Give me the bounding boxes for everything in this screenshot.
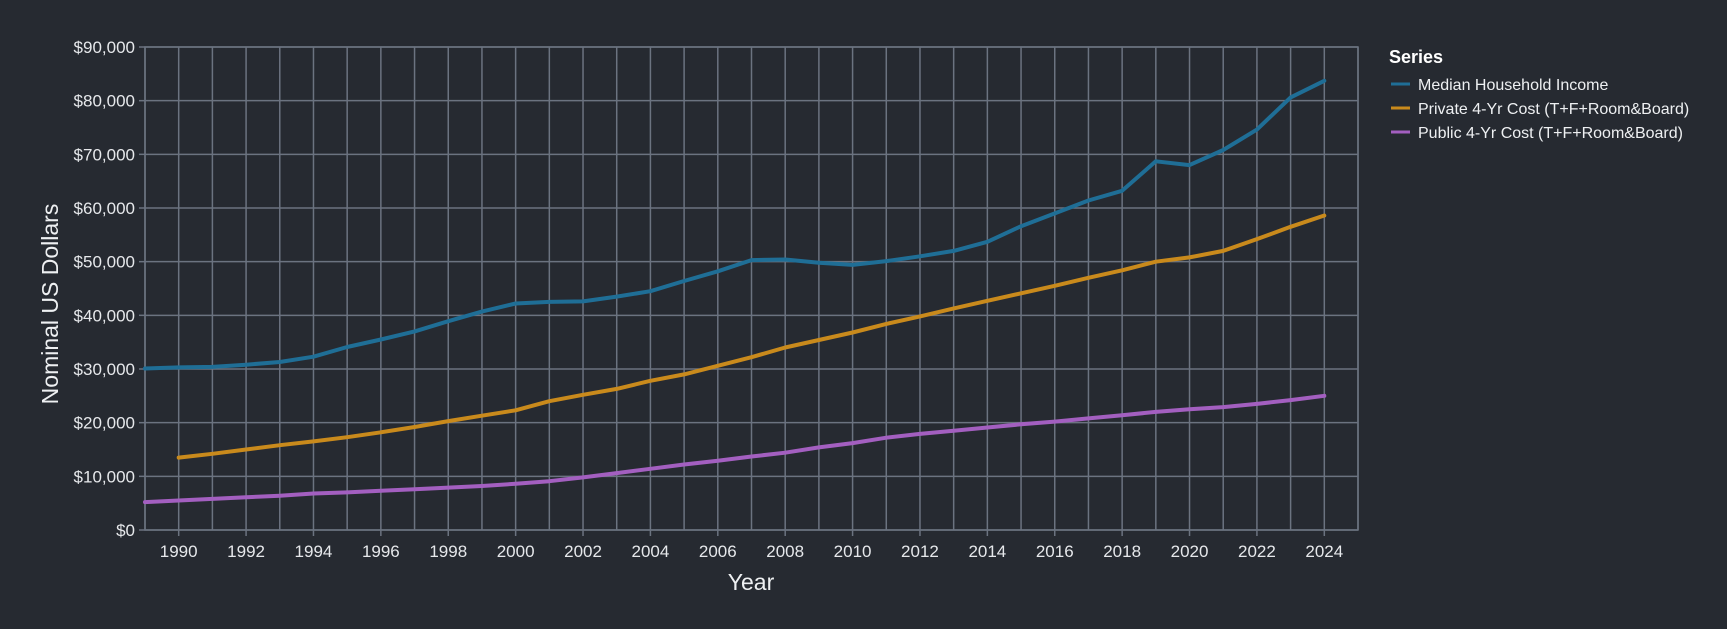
legend-label: Private 4-Yr Cost (T+F+Room&Board) — [1418, 101, 1689, 118]
y-tick-label: $20,000 — [74, 414, 135, 433]
x-tick-label: 2014 — [968, 542, 1006, 561]
series-line-1 — [176, 213, 1327, 460]
x-tick-label: 2024 — [1305, 542, 1343, 561]
x-tick-label: 2004 — [632, 542, 670, 561]
y-tick-label: $10,000 — [74, 467, 135, 486]
x-tick-label: 2006 — [699, 542, 737, 561]
x-tick-label: 2012 — [901, 542, 939, 561]
x-tick-label: 2008 — [766, 542, 804, 561]
x-axis-title: Year — [728, 569, 775, 595]
x-tick-label: 2020 — [1171, 542, 1209, 561]
x-tick-label: 1998 — [429, 542, 467, 561]
series-line-2 — [143, 393, 1327, 505]
series-line-0 — [143, 78, 1327, 371]
y-tick-label: $70,000 — [74, 145, 135, 164]
x-tick-label: 1994 — [295, 542, 333, 561]
series-lines — [143, 78, 1327, 505]
x-tick-label: 2022 — [1238, 542, 1276, 561]
x-tick-label: 2000 — [497, 542, 535, 561]
y-tick-label: $40,000 — [74, 306, 135, 325]
y-axis-ticks: $0 $10,000 $20,000 $30,000 $40,000 $50,000 $60… — [74, 38, 145, 540]
y-tick-label: $0 — [116, 521, 135, 540]
y-tick-label: $90,000 — [74, 38, 135, 57]
x-tick-label: 2016 — [1036, 542, 1074, 561]
y-tick-label: $30,000 — [74, 360, 135, 379]
y-tick-label: $80,000 — [74, 92, 135, 111]
legend-label: Public 4-Yr Cost (T+F+Room&Board) — [1418, 125, 1683, 142]
x-tick-label: 1996 — [362, 542, 400, 561]
legend-label: Median Household Income — [1418, 77, 1608, 94]
y-tick-label: $60,000 — [74, 199, 135, 218]
x-tick-label: 2018 — [1103, 542, 1141, 561]
legend: Series Median Household Income Private 4-… — [1389, 47, 1689, 142]
y-tick-label: $50,000 — [74, 253, 135, 272]
grid — [144, 46, 1359, 531]
x-tick-label: 1992 — [227, 542, 265, 561]
x-tick-label: 1990 — [160, 542, 198, 561]
legend-title: Series — [1389, 47, 1443, 67]
x-axis-ticks: 1990 1992 1994 1996 1998 2000 2002 2004 2006 2008… — [160, 530, 1343, 561]
x-tick-label: 2002 — [564, 542, 602, 561]
y-axis-title: Nominal US Dollars — [37, 204, 63, 405]
x-tick-label: 2010 — [834, 542, 872, 561]
